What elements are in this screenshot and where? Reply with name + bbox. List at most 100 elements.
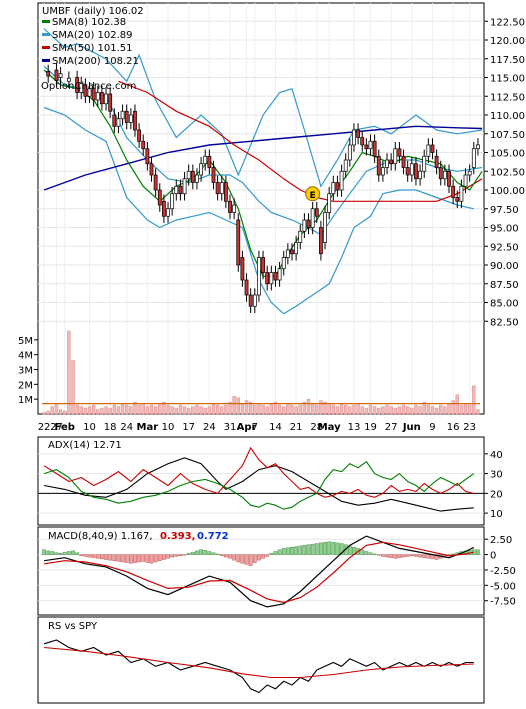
volume-bar [261, 404, 265, 415]
volume-bar [211, 403, 216, 415]
volume-bar [178, 404, 183, 415]
macd-histogram-bar [347, 545, 352, 555]
macd-histogram-bar [335, 542, 340, 555]
legend-entry: SMA(8) 102.38 [52, 17, 126, 28]
volume-bar [63, 410, 67, 415]
candle-down [438, 167, 443, 180]
volume-bar [83, 407, 88, 415]
legend-swatch [42, 20, 50, 23]
volume-bar [418, 406, 422, 415]
candle-up [442, 170, 447, 180]
candle-down [240, 257, 245, 281]
macd-histogram-bar [248, 554, 253, 566]
rs-title: RS vs SPY [48, 621, 98, 632]
macd-histogram-bar [277, 549, 282, 555]
candle-down [372, 140, 377, 157]
candle-down [430, 144, 435, 153]
candle-down [364, 144, 369, 150]
volume-bar [50, 406, 55, 415]
macd-histogram-bar [199, 549, 203, 555]
macd-histogram-bar [211, 552, 216, 555]
volume-bar [455, 394, 459, 415]
price-tick-label: 107.50 [490, 130, 525, 141]
volume-bar [360, 406, 364, 415]
macd-histogram-bar [323, 542, 327, 555]
rs-average-line [44, 646, 474, 679]
macd-histogram-bar [252, 554, 257, 563]
macd-histogram-bar [162, 554, 166, 560]
volume-bar [141, 403, 145, 415]
volume-bar [352, 404, 356, 415]
x-tick-label: 28 [310, 422, 323, 433]
candle-down [149, 163, 154, 176]
candle-up [347, 144, 352, 161]
candle-down [261, 257, 265, 273]
candle-up [87, 88, 92, 97]
price-y-axis: 82.50 85.00 87.50 90.00 92.50 95.00 97.50 100.0… [484, 17, 525, 328]
x-tick-label: Jun [402, 422, 421, 433]
volume-bar [96, 409, 100, 415]
macd-histogram-bar [339, 543, 344, 555]
volume-bar [46, 410, 50, 415]
macd-histogram-bar [166, 554, 170, 559]
volume-bar [79, 406, 83, 415]
x-tick-label: 10 [83, 422, 96, 433]
x-tick-label: 24 [120, 422, 133, 433]
candle-down [228, 200, 232, 213]
candle-down [455, 197, 460, 202]
x-tick-label: 9 [429, 422, 435, 433]
macd-histogram-bar [219, 554, 224, 557]
candle-up [252, 294, 257, 307]
macd-histogram-bar [397, 554, 402, 558]
macd-line [44, 535, 475, 608]
x-tick-label: May [318, 422, 341, 433]
volume-bar [451, 400, 455, 415]
volume-bar [310, 403, 315, 415]
volume-y-axis: 1M 2M 3M 4M 5M [18, 336, 38, 406]
price-tick-label: 95.00 [490, 224, 519, 235]
volume-bar [129, 406, 133, 415]
sma200-line [43, 125, 483, 191]
candle-down [248, 294, 253, 307]
volume-bar [240, 403, 245, 415]
macd-histogram-bar [182, 554, 187, 556]
volume-bar [112, 404, 117, 415]
candle-down [46, 71, 51, 77]
macd-histogram-bar [451, 553, 455, 555]
candle-down [244, 279, 249, 296]
volume-bar [385, 404, 389, 415]
macd-histogram-bar [79, 554, 84, 557]
macd-histogram-bar [95, 554, 100, 559]
candle-up [257, 257, 261, 296]
macd-histogram-bar [124, 554, 129, 563]
candle-up [393, 148, 398, 165]
macd-histogram-bar [186, 553, 191, 555]
price-tick-label: 97.50 [490, 205, 519, 216]
volume-bar [298, 404, 302, 415]
macd-histogram-bar [236, 554, 241, 563]
candle-down [414, 163, 418, 180]
volume-bar [273, 401, 278, 415]
macd-histogram-bar [422, 554, 427, 558]
volume-bar [447, 403, 451, 415]
volume-bar [339, 403, 344, 415]
macd-histogram-bar [273, 551, 278, 555]
volume-bar [306, 398, 311, 415]
macd-histogram-bar [50, 551, 55, 555]
macd-histogram-bar [281, 548, 286, 555]
volume-tick-label: 1M [18, 395, 33, 406]
volume-bar [476, 409, 480, 415]
macd-histogram-bar [426, 554, 431, 559]
macd-histogram-bar [372, 553, 377, 555]
x-tick-label: 21 [290, 422, 303, 433]
candle-down [133, 110, 137, 131]
macd-histogram-bar [409, 554, 414, 557]
volume-bar [54, 403, 59, 415]
volume-bar [100, 407, 104, 415]
candle-down [207, 155, 212, 168]
macd-histogram-bar [170, 554, 175, 558]
x-tick-label: Apr [237, 422, 257, 433]
macd-histogram-bar [290, 547, 294, 555]
volume-bars [42, 330, 480, 415]
candle-up [277, 268, 282, 281]
